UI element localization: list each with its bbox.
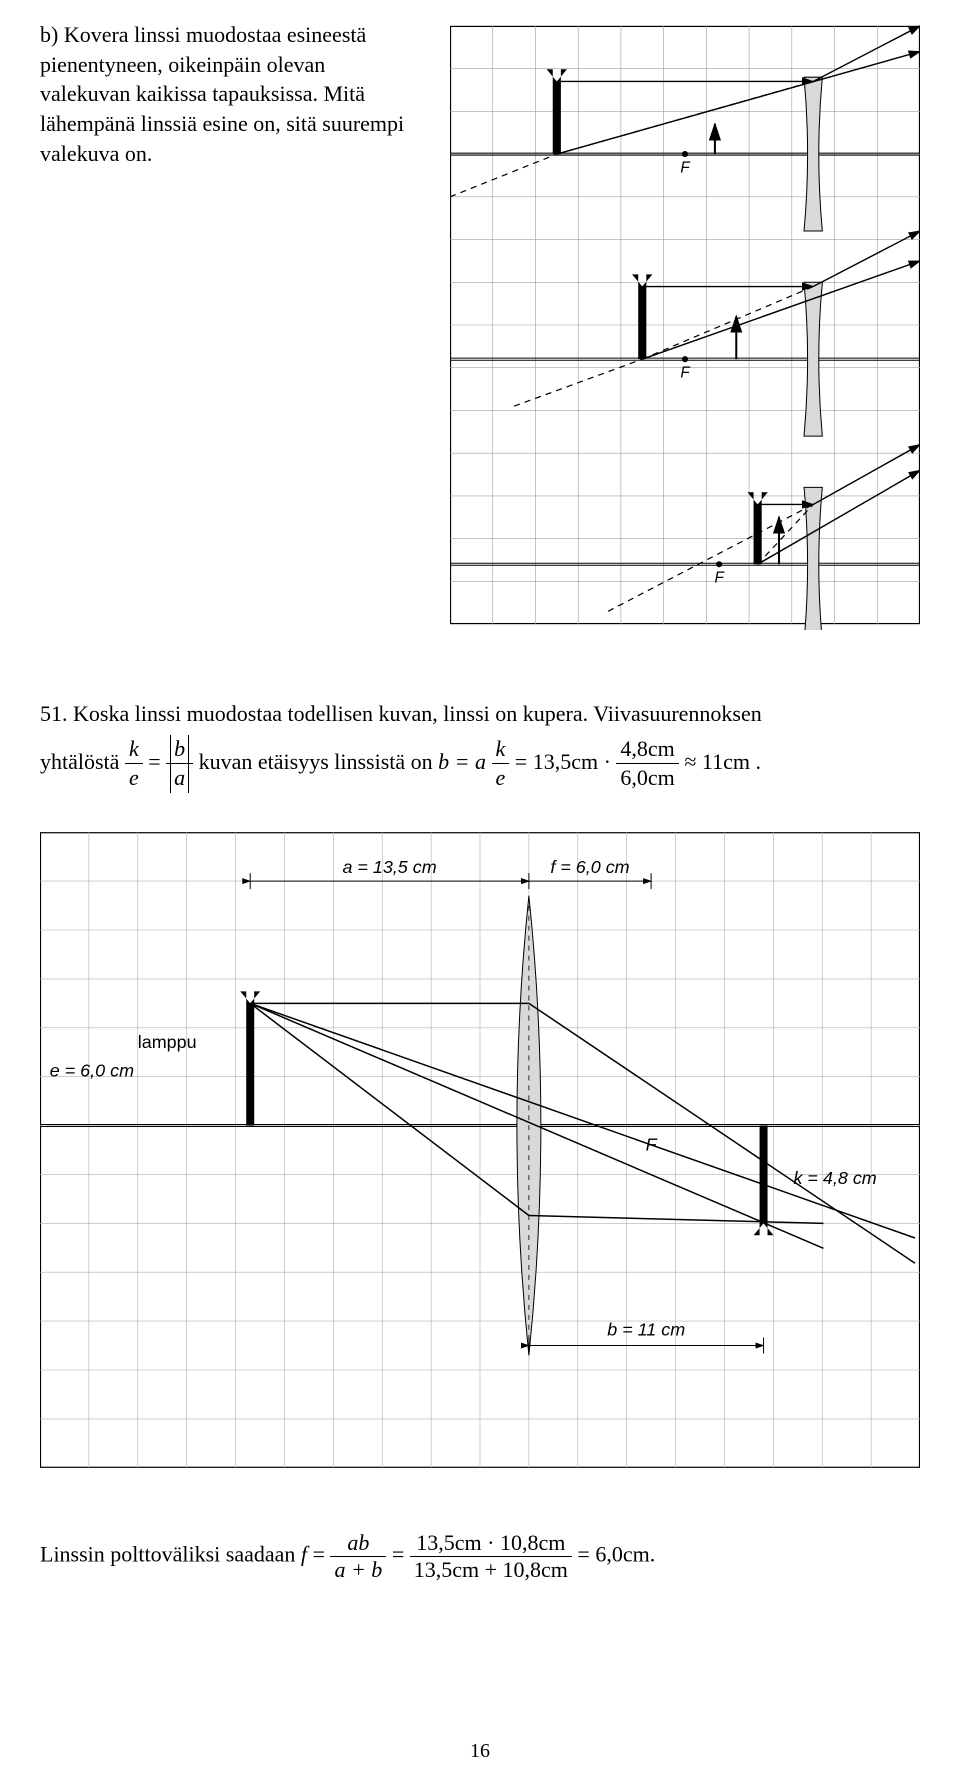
svg-text:f = 6,0 cm: f = 6,0 cm <box>550 857 629 877</box>
frac-k-over-e-2: k e <box>492 735 510 793</box>
svg-text:F: F <box>680 159 691 176</box>
frac-48-over-60: 4,8cm 6,0cm <box>616 735 678 793</box>
final-result: = 6,0cm. <box>577 1542 655 1567</box>
final-eq1: = <box>313 1542 331 1567</box>
paragraph-b: b) Kovera linssi muodostaa esineestä pie… <box>40 20 410 168</box>
svg-text:F: F <box>715 570 726 587</box>
prob51-sentence1: 51. Koska linssi muodostaa todellisen ku… <box>40 701 762 726</box>
svg-text:e = 6,0 cm: e = 6,0 cm <box>50 1061 134 1081</box>
paragraph-b-text: b) Kovera linssi muodostaa esineestä pie… <box>40 22 404 166</box>
concave-lens-svg: F F F <box>450 20 920 630</box>
page: b) Kovera linssi muodostaa esineestä pie… <box>0 0 960 1780</box>
frac-k-over-e: k e <box>125 735 143 793</box>
convex-lens-diagram: Flamppue = 6,0 cma = 13,5 cmf = 6,0 cmk … <box>40 830 920 1470</box>
frac-ab-over-aplusb: ab a + b <box>330 1530 386 1583</box>
svg-text:b = 11 cm: b = 11 cm <box>607 1320 685 1340</box>
final-eq2: = <box>392 1542 410 1567</box>
concave-lens-diagrams: F F F <box>450 20 920 630</box>
page-number: 16 <box>0 1740 960 1763</box>
prob51-middle: kuvan etäisyys linssistä on <box>199 749 439 774</box>
focal-length-result: Linssin polttoväliksi saadaan f = ab a +… <box>40 1530 920 1583</box>
final-f: f <box>301 1542 307 1567</box>
b-eq-a: b = a <box>438 749 486 774</box>
convex-lens-svg: Flamppue = 6,0 cma = 13,5 cmf = 6,0 cmk … <box>40 830 920 1470</box>
eq-sign-1: = <box>148 749 160 774</box>
svg-text:a = 13,5 cm: a = 13,5 cm <box>342 857 436 877</box>
svg-text:lamppu: lamppu <box>138 1032 197 1052</box>
svg-text:F: F <box>680 364 691 381</box>
approx-11: ≈ 11cm . <box>684 749 761 774</box>
svg-text:k = 4,8 cm: k = 4,8 cm <box>793 1168 876 1188</box>
frac-b-over-a: b a <box>166 735 193 793</box>
val-135: = 13,5cm · <box>515 749 611 774</box>
problem-51-text: 51. Koska linssi muodostaa todellisen ku… <box>40 700 920 793</box>
final-prefix: Linssin polttoväliksi saadaan <box>40 1542 301 1567</box>
prob51-yhtalosta: yhtälöstä <box>40 749 119 774</box>
frac-numbers: 13,5cm · 10,8cm 13,5cm + 10,8cm <box>410 1530 572 1583</box>
